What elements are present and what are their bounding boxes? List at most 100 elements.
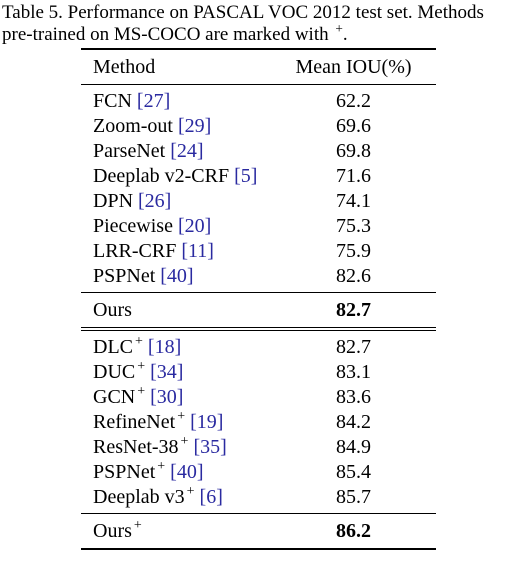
citation-link: [35] [193,436,227,458]
citation-link: [30] [150,386,184,408]
bottom-rule [81,548,436,550]
ours-1-rule [81,292,436,293]
group-2: DLC + [18] 82.7 DUC + [34] 83.1 GCN + [30] 83.6 R… [81,331,436,513]
method-label: Piecewise [93,215,173,237]
table-row: DLC + [18] 82.7 [81,335,436,360]
header-method: Method [93,55,156,78]
coco-marker: + [137,359,146,375]
table-row: Piecewise [20] 75.3 [81,214,436,239]
method-name: PSPNet + [40] [81,459,291,484]
method-label: Zoom-out [93,115,173,137]
method-value: 69.6 [336,115,371,137]
method-name: ParseNet [24] [81,140,291,163]
method-value: 62.2 [336,90,371,112]
method-value: 84.9 [336,436,371,458]
method-value: 69.8 [336,140,371,162]
citation-link: [27] [136,90,171,112]
method-label: RefineNet [93,411,176,433]
citation-link: [20] [177,215,212,237]
method-label: GCN [93,386,136,408]
citation-link: [24] [170,140,204,162]
method-label: FCN [93,90,132,112]
group-1: FCN [27] 62.2 Zoom-out [29] 69.6 ParseNet [2… [81,85,436,292]
table-row: DUC + [34] 83.1 [81,360,436,385]
coco-marker: + [135,334,143,350]
method-value: 85.4 [336,461,371,483]
method-name: RefineNet + [19] [81,409,291,434]
table-row: GCN + [30] 83.6 [81,385,436,410]
method-label: DPN [93,190,134,212]
method-name: Ours [93,298,132,321]
table-row: LRR-CRF [11] 75.9 [81,239,436,264]
coco-marker: + [177,409,186,425]
table-header: Method Mean IOU(%) [81,50,436,84]
method-label: Deeplab v3 [93,486,185,508]
citation-link: [34] [150,361,184,383]
coco-marker: + [180,434,189,450]
method-value: 83.6 [336,386,371,408]
method-value: 74.1 [336,190,371,212]
method-value: 82.6 [336,265,371,287]
method-name: DPN [26] [81,190,291,213]
method-label: Deeplab v2-CRF [93,165,230,187]
method-name: GCN + [30] [81,384,291,409]
coco-marker: + [137,384,146,400]
caption-line-2-text: pre-trained on MS-COCO are marked with [2,24,329,45]
table-row: DPN [26] 74.1 [81,189,436,214]
method-name: Deeplab v2-CRF [5] [81,165,291,188]
header-rule [81,84,436,85]
method-label: LRR-CRF [93,240,177,262]
caption-line-1: Table 5. Performance on PASCAL VOC 2012 … [2,2,484,23]
method-name: Piecewise [20] [81,215,291,238]
method-label: ParseNet [93,140,166,162]
coco-marker: + [157,459,166,475]
caption-end: . [342,24,348,45]
method-name: Deeplab v3 + [6] [81,484,291,509]
table-row: ParseNet [24] 69.8 [81,139,436,164]
method-name: Zoom-out [29] [81,115,291,138]
method-label: Ours [93,519,132,542]
table-row-ours-plus: Ours + 86.2 [81,514,436,548]
table-row-ours: Ours 82.7 [81,293,436,327]
top-rule [81,48,436,50]
method-value: 75.3 [336,215,371,237]
citation-link: [29] [178,115,212,137]
coco-marker: + [186,484,195,500]
table-row: PSPNet + [40] 85.4 [81,460,436,485]
table-row: Deeplab v3 + [6] 85.7 [81,485,436,510]
method-name: ResNet-38 + [35] [81,434,291,459]
citation-link: [6] [199,486,223,508]
header-value: Mean IOU(%) [295,55,412,78]
method-label: PSPNet [93,265,156,287]
table-row: PSPNet [40] 82.6 [81,264,436,289]
double-rule-bottom [81,330,436,331]
method-value: 82.7 [336,298,371,321]
method-value: 75.9 [336,240,371,262]
method-value: 71.6 [336,165,371,187]
method-value: 85.7 [336,486,371,508]
citation-link: [40] [160,265,194,287]
caption-marker: + [335,20,343,36]
method-name: PSPNet [40] [81,265,291,288]
table-caption: Table 5. Performance on PASCAL VOC 2012 … [2,2,514,46]
citation-link: [40] [170,461,204,483]
method-name: LRR-CRF [11] [81,240,291,263]
table-row: FCN [27] 62.2 [81,89,436,114]
citation-link: [5] [234,165,258,187]
method-label: ResNet-38 [93,436,179,458]
citation-link: [11] [181,240,214,262]
double-rule-top [81,327,436,328]
coco-marker: + [133,517,142,533]
method-label: DUC [93,361,136,383]
method-name: FCN [27] [81,90,291,113]
method-label: PSPNet [93,461,156,483]
method-label: DLC [93,336,133,358]
method-name: Ours + [81,517,291,543]
method-value: 86.2 [336,519,371,542]
method-name: DLC + [18] [81,334,291,359]
method-name: DUC + [34] [81,359,291,384]
method-value: 83.1 [336,361,371,383]
table-row: ResNet-38 + [35] 84.9 [81,435,436,460]
caption-line-2: pre-trained on MS-COCO are marked with +… [2,20,514,46]
citation-link: [19] [190,411,224,433]
